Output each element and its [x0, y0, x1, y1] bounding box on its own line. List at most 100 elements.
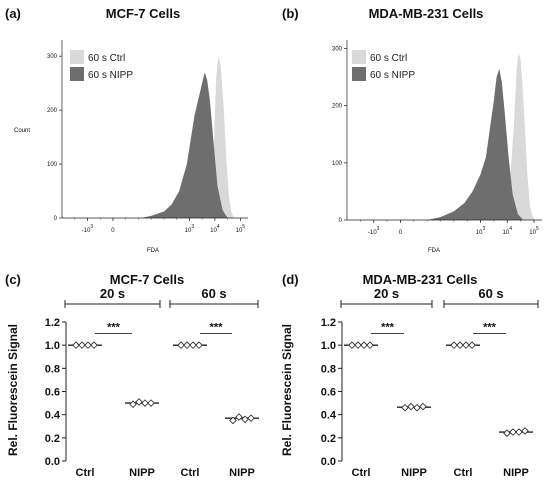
data-point [419, 402, 427, 411]
panel-b-histogram: (b) MDA-MB-231 Cells 0 100 200 300 -103 0 103 1… [282, 6, 542, 254]
data-point [147, 399, 155, 407]
panel-b-legend: 60 s Ctrl 60 s NIPP [352, 50, 415, 81]
data-point [183, 341, 191, 349]
data-point [189, 341, 197, 349]
data-point [366, 341, 374, 349]
legend-label-nipp: 60 s NIPP [88, 70, 133, 81]
y-tick-label: 0.4 [45, 410, 61, 422]
panel-a-legend: 60 s Ctrl 60 s NIPP [70, 50, 133, 81]
y-tick-label: 300 [332, 47, 343, 53]
x-tick-label: NIPP [129, 467, 155, 479]
histogram-ctrl [204, 56, 234, 218]
legend-label-ctrl: 60 s Ctrl [88, 53, 125, 64]
data-point [407, 402, 415, 411]
x-tick-label: 103 [185, 224, 195, 234]
x-tick-label: 104 [210, 224, 220, 234]
data-point [503, 429, 511, 437]
histogram-nipp [140, 72, 228, 218]
panel-c-letter: (c) [5, 272, 21, 287]
y-tick-label: 200 [332, 104, 343, 110]
x-tick-label: Ctrl [76, 467, 95, 479]
y-tick-label: 200 [47, 108, 58, 114]
data-point [90, 341, 98, 349]
panel-b-xlabel: FDA [428, 248, 440, 254]
legend-swatch-nipp [352, 67, 366, 81]
y-tick-label: 0.0 [321, 456, 336, 468]
x-tick-label: NIPP [503, 467, 529, 479]
panel-b-plot-area: 0 100 200 300 -103 0 103 104 105 [332, 40, 542, 236]
panel-c-dotplot: (c) MCF-7 Cells Rel. Fluorescein Signal … [5, 272, 259, 479]
group-label: 60 s [201, 286, 226, 301]
data-point [509, 428, 517, 436]
significance-stars: *** [107, 322, 121, 334]
x-tick-label: Ctrl [181, 467, 200, 479]
y-tick-label: 0.2 [321, 433, 336, 445]
y-tick-label: 0.2 [45, 433, 60, 445]
panel-a-ylabel: Count [14, 128, 30, 134]
x-tick-label: 0 [111, 228, 115, 234]
y-tick-label: 1.2 [45, 317, 60, 329]
group-label: 20 s [374, 286, 399, 301]
panel-c-ylabel: Rel. Fluorescein Signal [6, 324, 20, 456]
data-point [241, 415, 249, 424]
y-tick-label: 0.0 [45, 456, 60, 468]
x-tick-label: 103 [476, 226, 486, 236]
significance-stars: *** [381, 322, 395, 334]
y-tick-label: 1.0 [321, 340, 336, 352]
data-point [235, 413, 243, 421]
significance-stars: *** [483, 322, 497, 334]
x-tick-label: NIPP [401, 467, 427, 479]
data-point [468, 341, 476, 349]
data-point [521, 427, 529, 435]
y-tick-label: 0.4 [321, 410, 337, 422]
panel-d-letter: (d) [282, 272, 299, 287]
data-point [515, 428, 523, 436]
x-tick-label: 105 [236, 224, 246, 234]
panel-a-xlabel: FDA [147, 248, 159, 254]
legend-swatch-ctrl [352, 50, 366, 64]
data-point [229, 416, 237, 425]
data-point [413, 403, 421, 412]
group-label: 60 s [478, 286, 503, 301]
panel-a-histogram: (a) MCF-7 Cells 0 100 200 300 -103 0 103 104 105… [5, 6, 248, 254]
data-point [141, 399, 149, 407]
data-point [177, 341, 185, 349]
significance-stars: *** [210, 322, 224, 334]
y-tick-label: 1.2 [321, 317, 336, 329]
data-point [84, 341, 92, 349]
histogram-nipp [427, 68, 524, 220]
y-tick-label: 100 [47, 162, 58, 168]
data-point [348, 341, 356, 349]
y-tick-label: 0.8 [45, 363, 60, 375]
y-tick-label: 0.8 [321, 363, 336, 375]
y-tick-label: 0 [339, 218, 343, 224]
panel-a-plot-area: 0 100 200 300 -103 0 103 104 105 [47, 40, 248, 234]
data-point [135, 398, 143, 406]
y-tick-label: 300 [47, 54, 58, 60]
x-tick-label: 104 [503, 226, 513, 236]
y-tick-label: 0 [54, 216, 58, 222]
y-tick-label: 0.6 [45, 387, 60, 399]
x-tick-label: Ctrl [352, 467, 371, 479]
panel-d-dotplot: (d) MDA-MB-231 Cells Rel. Fluorescein Si… [280, 272, 539, 479]
data-point [450, 341, 458, 349]
y-tick-label: 1.0 [45, 340, 60, 352]
data-point [129, 400, 137, 409]
group-label: 20 s [100, 286, 125, 301]
data-point [401, 403, 409, 412]
legend-label-ctrl: 60 s Ctrl [370, 53, 407, 64]
panel-a-title: MCF-7 Cells [106, 6, 180, 21]
x-tick-label: NIPP [229, 467, 255, 479]
panel-b-title: MDA-MB-231 Cells [369, 6, 484, 21]
panel-c-title: MCF-7 Cells [110, 272, 184, 287]
x-tick-label: 105 [529, 226, 539, 236]
panel-c-plot-area: 0.0 0.2 0.4 0.6 0.8 1.0 1.2 Ctrl NIPP Ctrl NIPP 20 … [45, 286, 259, 479]
panel-a-letter: (a) [5, 6, 21, 21]
data-point [462, 341, 470, 349]
panel-d-ylabel: Rel. Fluorescein Signal [280, 324, 294, 456]
data-point [354, 341, 362, 349]
x-tick-label: 0 [399, 230, 403, 236]
y-tick-label: 100 [332, 161, 343, 167]
legend-label-nipp: 60 s NIPP [370, 70, 415, 81]
